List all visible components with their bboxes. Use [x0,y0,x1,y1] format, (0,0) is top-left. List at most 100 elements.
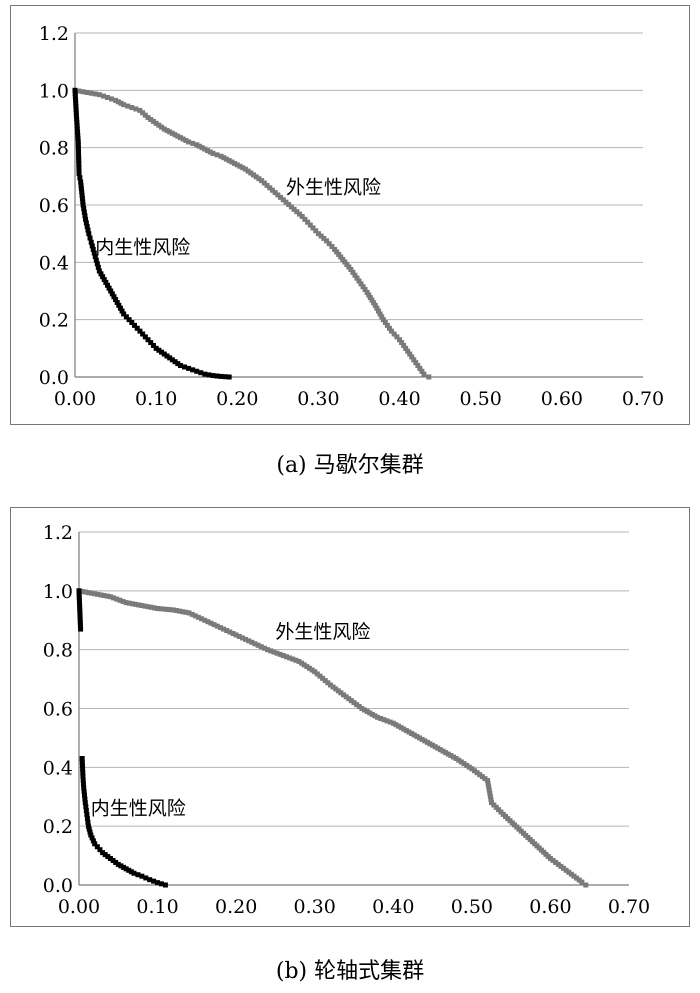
data-point [135,872,141,878]
data-point [153,120,159,126]
data-point [344,261,350,267]
chart-a-plot: 0.0 0.2 0.4 0.6 0.8 1.0 1.2 0.00 0.10 0.20 0.30 0.4… [39,23,664,410]
y-tick-label: 0.0 [39,367,69,389]
data-point [148,116,154,122]
data-point [81,789,87,795]
data-point [237,163,243,169]
data-point [80,202,86,208]
data-point [129,320,135,326]
data-point [214,623,220,629]
data-point [81,209,87,215]
y-tick-label: 1.0 [39,80,69,102]
data-point [288,204,294,210]
data-point [246,638,252,644]
data-point [94,261,100,267]
data-point [162,882,168,888]
data-point [296,211,302,217]
data-point [372,713,378,719]
data-point [134,325,140,331]
data-point [252,641,258,647]
data-point [396,723,402,729]
x-tick-label: 0.40 [378,388,420,410]
data-point [226,158,232,164]
data-point [230,630,236,636]
x-tick-label: 0.20 [215,896,257,918]
data-point [403,345,409,351]
data-point [329,244,335,250]
data-point [377,311,383,317]
data-point [80,89,86,95]
data-point [102,852,108,858]
data-point [486,787,492,793]
data-point [77,613,83,619]
data-point [432,744,438,750]
data-point [367,295,373,301]
data-point [456,757,462,763]
data-point [85,823,91,829]
data-point [111,294,117,300]
data-point [85,227,91,233]
data-point [90,838,96,844]
data-point [108,288,114,294]
data-point [92,254,98,260]
data-point [73,113,79,119]
data-point [336,251,342,257]
data-point [358,281,364,287]
data-point [268,648,274,654]
data-point [196,143,202,149]
data-point [151,878,157,884]
data-point [313,228,319,234]
data-point [335,688,341,694]
data-point [79,189,85,195]
data-point [161,606,167,612]
data-point [421,371,427,377]
data-point [255,642,261,648]
data-point [145,604,151,610]
data-point [265,647,271,653]
data-point [333,686,339,692]
data-point [202,617,208,623]
data-point [167,129,173,135]
data-point [417,365,423,371]
data-point [278,194,284,200]
data-point [206,372,212,378]
data-point [83,216,89,222]
data-point [568,871,574,877]
data-point [147,877,153,883]
data-point [226,374,232,380]
data-point [243,636,249,642]
data-point [388,328,394,334]
data-point [186,610,192,616]
data-point [180,609,186,615]
data-point [304,664,310,670]
y-tick-label: 0.2 [39,310,69,332]
data-point [92,91,98,97]
data-point [80,773,86,779]
data-point [218,373,224,379]
data-point [419,736,425,742]
data-point [76,594,82,600]
data-point [479,774,485,780]
data-point [74,119,80,125]
data-point [469,766,475,772]
data-point [487,793,493,799]
data-point [121,102,127,108]
data-point [80,199,86,205]
data-point [359,706,365,711]
data-point [458,759,464,765]
data-point [73,97,79,103]
data-point [177,135,183,141]
data-point [251,172,257,178]
data-point [113,297,119,303]
y-tick-label: 0.8 [43,640,73,662]
data-point [104,593,110,599]
data-point [94,844,100,850]
data-point [77,623,83,629]
data-point [137,328,143,334]
data-point [77,601,83,607]
data-point [277,651,283,657]
data-point [232,160,238,166]
data-point [390,720,396,726]
data-point [302,216,308,222]
data-point [77,175,83,181]
